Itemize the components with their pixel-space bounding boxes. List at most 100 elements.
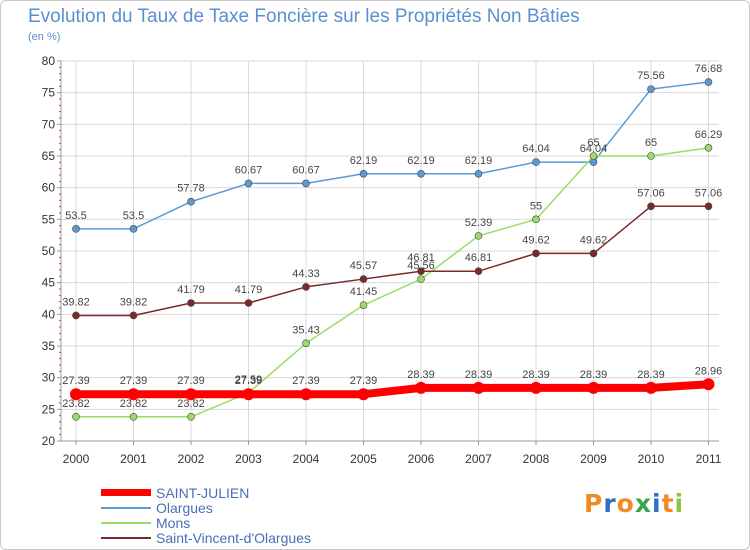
series-line — [75, 81, 710, 230]
legend-swatch-olargues — [101, 507, 151, 509]
data-point — [472, 381, 485, 394]
data-point — [359, 275, 368, 283]
data-point — [474, 232, 483, 240]
series-line — [75, 147, 710, 418]
data-label: 66.29 — [695, 129, 723, 141]
data-point — [72, 311, 80, 320]
legend-swatch-saint-julien — [101, 489, 151, 496]
data-label: 28.39 — [637, 369, 665, 381]
data-point — [129, 225, 138, 233]
data-label: 27.39 — [62, 375, 90, 387]
data-label: 60.67 — [235, 164, 263, 176]
logo-letter: i — [652, 489, 662, 518]
y-tick-label: 30 — [42, 371, 56, 385]
logo-letter: x — [634, 489, 652, 518]
data-label: 28.39 — [522, 369, 550, 381]
data-point — [532, 215, 540, 224]
legend-label: Saint-Vincent-d'Olargues — [156, 530, 311, 546]
data-label: 76.68 — [695, 63, 723, 75]
data-label: 46.81 — [465, 252, 493, 264]
data-label: 52.39 — [465, 217, 493, 229]
data-point — [302, 339, 310, 348]
data-label: 23.82 — [62, 398, 90, 410]
data-point — [704, 202, 713, 211]
y-tick-label: 75 — [42, 86, 56, 100]
x-tick-label: 2002 — [178, 452, 205, 466]
data-point — [704, 78, 713, 86]
data-label: 39.82 — [62, 296, 90, 308]
legend-label: Olargues — [156, 500, 213, 516]
data-label: 39.82 — [120, 296, 148, 308]
data-label: 41.79 — [235, 284, 263, 296]
x-tick-label: 2006 — [408, 452, 435, 466]
data-label: 65 — [645, 137, 657, 149]
logo-letter: i — [674, 489, 685, 518]
data-point — [647, 152, 655, 160]
data-label: 57.06 — [695, 187, 723, 199]
data-label: 57.06 — [637, 187, 665, 199]
data-label: 49.62 — [522, 234, 550, 246]
data-point — [72, 413, 80, 421]
data-point — [587, 381, 600, 394]
data-label: 53.5 — [123, 210, 144, 222]
data-label: 27.39 — [177, 375, 205, 387]
data-point — [129, 413, 138, 421]
unit-label: (en %) — [28, 31, 61, 43]
data-point — [417, 169, 425, 178]
data-label: 35.43 — [292, 324, 320, 336]
data-point — [242, 388, 255, 401]
data-label: 27.39 — [350, 375, 378, 387]
series-line — [75, 205, 710, 317]
data-point — [417, 275, 425, 283]
y-tick-label: 25 — [42, 402, 56, 416]
y-tick-label: 35 — [42, 339, 56, 353]
x-tick-label: 2011 — [696, 452, 722, 466]
legend-label: Mons — [156, 515, 191, 531]
legend-swatch-mons — [101, 522, 151, 524]
data-point — [647, 85, 655, 93]
data-point — [187, 197, 195, 206]
data-label: 27.39 — [292, 375, 320, 387]
logo-letter: P — [584, 489, 604, 518]
data-point — [300, 388, 312, 401]
x-tick-label: 2009 — [580, 452, 607, 466]
chart-title: Evolution du Taux de Taxe Foncière sur l… — [28, 6, 580, 27]
data-point — [127, 388, 140, 401]
x-tick-label: 2008 — [523, 452, 550, 466]
y-tick-label: 55 — [42, 212, 56, 226]
y-tick-label: 20 — [42, 434, 56, 448]
data-label: 27.39 — [120, 375, 148, 387]
data-point — [359, 169, 368, 178]
data-label: 57.78 — [177, 183, 205, 195]
data-label: 60.67 — [292, 164, 320, 176]
x-tick-label: 2010 — [638, 452, 665, 466]
data-label: 75.56 — [637, 70, 665, 82]
data-point — [359, 301, 368, 309]
y-tick-label: 70 — [42, 117, 56, 131]
data-point — [589, 249, 598, 258]
x-tick-label: 2005 — [350, 452, 377, 466]
data-point — [532, 158, 540, 166]
x-tick-label: 2004 — [293, 452, 320, 466]
data-label: 64.04 — [522, 143, 550, 155]
data-label: 45.57 — [350, 260, 378, 272]
data-point — [185, 388, 197, 401]
y-tick-label: 45 — [42, 276, 56, 290]
x-tick-label: 2003 — [235, 452, 262, 466]
data-point — [417, 267, 425, 276]
data-point — [187, 413, 195, 421]
data-label: 62.19 — [465, 155, 493, 167]
logo-letter: o — [616, 489, 635, 518]
data-label: 45.56 — [407, 260, 435, 272]
data-label: 28.39 — [407, 369, 435, 381]
data-point — [302, 283, 310, 291]
data-label: 27.59 — [235, 374, 263, 386]
data-point — [357, 388, 370, 401]
data-label: 62.19 — [350, 155, 378, 167]
data-point — [704, 144, 713, 152]
data-label: 49.62 — [580, 234, 608, 246]
data-label: 41.79 — [177, 284, 205, 296]
data-label: 46.81 — [407, 252, 435, 264]
